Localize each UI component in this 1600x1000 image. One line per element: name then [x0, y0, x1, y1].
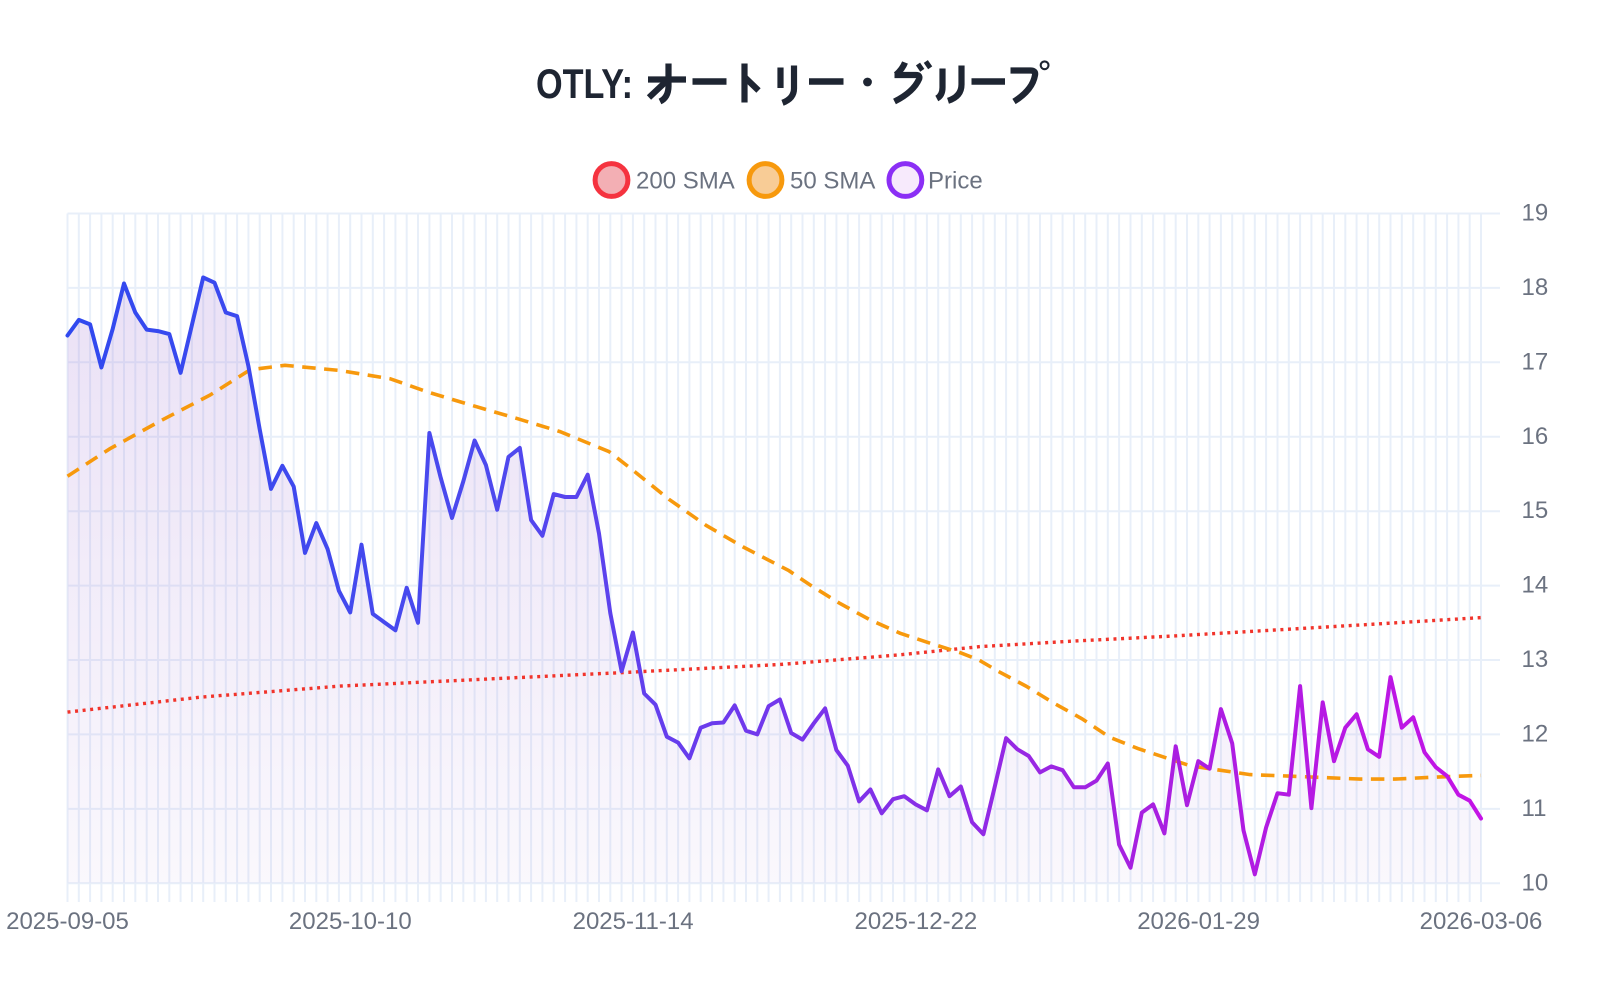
svg-text:50 SMA: 50 SMA	[790, 168, 875, 195]
svg-text:19: 19	[1522, 200, 1549, 227]
svg-text:200 SMA: 200 SMA	[636, 168, 735, 195]
svg-text:2025-12-22: 2025-12-22	[855, 908, 978, 935]
svg-text:15: 15	[1522, 497, 1549, 524]
svg-text:12: 12	[1522, 720, 1549, 747]
svg-text:2025-10-10: 2025-10-10	[289, 908, 412, 935]
svg-text:2026-03-06: 2026-03-06	[1420, 908, 1543, 935]
svg-text:16: 16	[1522, 423, 1549, 450]
svg-text:10: 10	[1522, 869, 1549, 896]
svg-text:17: 17	[1522, 348, 1549, 375]
svg-text:OTLY:: OTLY:	[536, 60, 633, 107]
svg-text:Price: Price	[928, 168, 983, 195]
svg-text:18: 18	[1522, 274, 1549, 301]
svg-text:13: 13	[1522, 646, 1549, 673]
svg-text:2025-11-14: 2025-11-14	[573, 908, 694, 935]
svg-text:2025-09-05: 2025-09-05	[6, 908, 129, 935]
svg-text:11: 11	[1522, 795, 1547, 822]
svg-text:2026-01-29: 2026-01-29	[1137, 908, 1260, 935]
svg-text:14: 14	[1522, 572, 1549, 599]
